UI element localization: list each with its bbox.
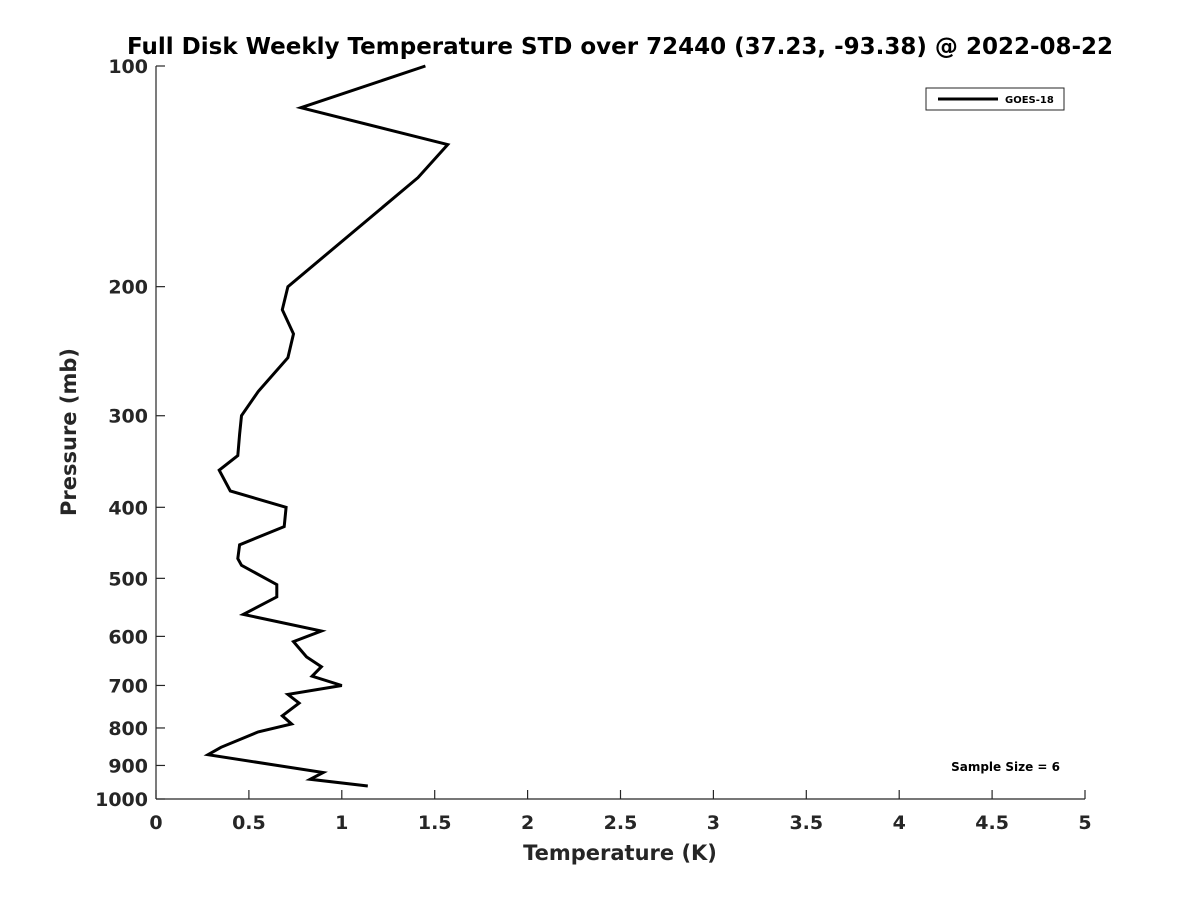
x-tick-label: 3.5 bbox=[789, 812, 823, 834]
y-tick-label: 600 bbox=[108, 626, 148, 648]
x-tick-label: 3 bbox=[707, 812, 720, 834]
series-line-goes-18 bbox=[203, 64, 451, 788]
chart-title: Full Disk Weekly Temperature STD over 72… bbox=[127, 34, 1113, 60]
x-axis-label: Temperature (K) bbox=[523, 841, 717, 865]
y-tick-label: 100 bbox=[108, 56, 148, 78]
x-tick-label: 2.5 bbox=[604, 812, 638, 834]
y-tick-label: 500 bbox=[108, 568, 148, 590]
legend-entry: GOES-18 bbox=[1005, 95, 1054, 106]
y-tick-label: 400 bbox=[108, 497, 148, 519]
y-tick-label: 900 bbox=[108, 755, 148, 777]
x-tick-label: 1 bbox=[335, 812, 348, 834]
x-tick-label: 0.5 bbox=[232, 812, 266, 834]
plot-area bbox=[156, 66, 1085, 799]
x-tick-label: 4.5 bbox=[975, 812, 1009, 834]
y-tick-label: 200 bbox=[108, 277, 148, 299]
y-tick-label: 800 bbox=[108, 718, 148, 740]
y-axis-label: Pressure (mb) bbox=[57, 348, 81, 516]
y-tick-label: 300 bbox=[108, 406, 148, 428]
legend: GOES-18 bbox=[925, 87, 1065, 111]
sample-size-annotation: Sample Size = 6 bbox=[951, 760, 1060, 774]
x-tick-label: 0 bbox=[149, 812, 162, 834]
y-tick-label: 700 bbox=[108, 675, 148, 697]
x-tick-label: 1.5 bbox=[418, 812, 452, 834]
x-tick-label: 5 bbox=[1078, 812, 1091, 834]
y-axis: 100 200 300 400 500 600 700 800 900 1000 bbox=[95, 56, 165, 811]
x-tick-label: 4 bbox=[893, 812, 906, 834]
x-axis: 0 0.5 1 1.5 2 2.5 3 3.5 4 4.5 5 bbox=[149, 790, 1092, 834]
series-layer bbox=[203, 64, 451, 788]
y-tick-label: 1000 bbox=[95, 789, 148, 811]
x-tick-label: 2 bbox=[521, 812, 534, 834]
